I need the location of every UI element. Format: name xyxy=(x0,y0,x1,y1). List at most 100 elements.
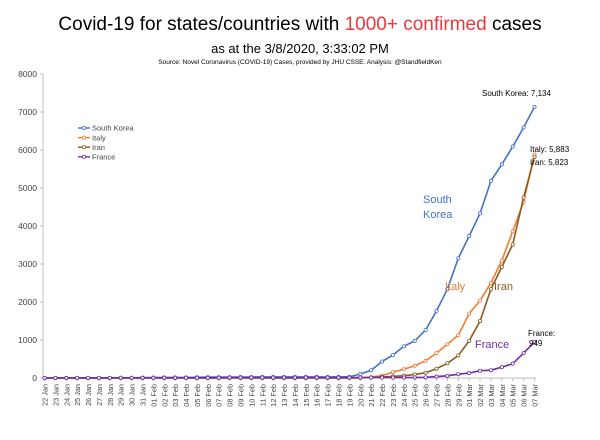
data-point-france xyxy=(434,374,439,379)
y-tick-label: 2000 xyxy=(18,297,37,307)
data-point-italy xyxy=(499,258,504,263)
y-tick-label: 7000 xyxy=(18,107,37,117)
series-line-italy xyxy=(44,154,536,379)
data-point-france xyxy=(271,375,276,380)
data-point-france xyxy=(510,361,515,366)
title-prefix: Covid-19 for states/countries with xyxy=(58,14,345,35)
data-point-france xyxy=(467,371,472,376)
x-tick-label: 24 Feb xyxy=(400,384,409,407)
series-line-france xyxy=(44,341,536,379)
x-tick-label: 23 Jan xyxy=(51,384,60,406)
data-point-iran xyxy=(456,353,461,358)
data-point-italy xyxy=(488,280,493,285)
x-tick-label: 24 Jan xyxy=(62,384,71,406)
title-suffix: cases xyxy=(486,14,542,35)
data-point-italy xyxy=(390,370,395,375)
data-point-france xyxy=(423,375,428,380)
data-point-south-korea xyxy=(488,178,493,183)
series-line-south-korea xyxy=(44,106,536,379)
legend-marker xyxy=(82,126,87,131)
x-tick-label: 22 Feb xyxy=(378,384,387,407)
x-tick-label: 09 Feb xyxy=(237,384,246,407)
x-tick-label: 23 Feb xyxy=(389,384,398,407)
data-point-italy xyxy=(456,333,461,338)
series-line-iran xyxy=(44,156,536,379)
x-tick-label: 29 Jan xyxy=(117,384,126,406)
data-point-iran xyxy=(532,154,537,159)
x-tick-label: 14 Feb xyxy=(291,384,300,407)
x-tick-label: 22 Jan xyxy=(41,384,50,406)
legend-label: Iran xyxy=(92,143,105,152)
x-tick-label: 07 Feb xyxy=(215,384,224,407)
x-tick-label: 19 Feb xyxy=(345,384,354,407)
data-point-iran xyxy=(467,338,472,343)
data-point-france xyxy=(86,375,91,380)
x-tick-label: 29 Feb xyxy=(454,384,463,407)
series-annotation: Iran xyxy=(494,281,513,293)
data-point-france xyxy=(282,375,287,380)
end-value-label: 949 xyxy=(529,339,543,348)
x-tick-label: 06 Mar xyxy=(520,383,529,406)
data-point-iran xyxy=(510,242,515,247)
data-point-france xyxy=(336,375,341,380)
x-tick-label: 05 Mar xyxy=(509,383,518,406)
y-tick-label: 0 xyxy=(32,373,37,383)
data-point-france xyxy=(499,365,504,370)
data-point-south-korea xyxy=(423,328,428,333)
x-tick-label: 18 Feb xyxy=(335,384,344,407)
data-point-south-korea xyxy=(380,359,385,364)
data-point-south-korea xyxy=(532,104,537,109)
series-annotation: South xyxy=(423,194,452,206)
data-point-france xyxy=(303,375,308,380)
data-point-france xyxy=(96,375,101,380)
end-value-label: South Korea: 7,134 xyxy=(482,89,551,98)
series-annotation: Korea xyxy=(423,209,453,221)
x-tick-label: 25 Feb xyxy=(411,384,420,407)
data-point-south-korea xyxy=(510,144,515,149)
end-value-label: France: xyxy=(528,329,555,338)
x-tick-label: 02 Feb xyxy=(160,384,169,407)
x-tick-label: 27 Jan xyxy=(95,384,104,406)
data-point-south-korea xyxy=(369,368,374,373)
x-tick-label: 15 Feb xyxy=(302,384,311,407)
data-point-france xyxy=(162,375,167,380)
y-tick-label: 3000 xyxy=(18,259,37,269)
x-tick-label: 07 Mar xyxy=(531,383,540,406)
data-point-france xyxy=(64,375,69,380)
data-point-south-korea xyxy=(499,162,504,167)
data-point-france xyxy=(325,375,330,380)
legend-marker xyxy=(82,135,87,140)
data-point-france xyxy=(314,375,319,380)
data-point-italy xyxy=(478,298,483,303)
data-point-france xyxy=(173,375,178,380)
x-tick-label: 31 Jan xyxy=(139,384,148,406)
data-point-iran xyxy=(434,366,439,371)
data-point-france xyxy=(249,375,254,380)
x-tick-label: 26 Feb xyxy=(422,384,431,407)
data-point-south-korea xyxy=(456,256,461,261)
data-point-south-korea xyxy=(478,211,483,216)
title-highlight: 1000+ confirmed xyxy=(344,14,487,35)
data-point-france xyxy=(184,375,189,380)
data-point-france xyxy=(42,375,47,380)
x-tick-label: 01 Feb xyxy=(149,384,158,407)
x-tick-label: 10 Feb xyxy=(247,384,256,407)
data-point-france xyxy=(358,375,363,380)
x-tick-label: 21 Feb xyxy=(367,384,376,407)
data-point-france xyxy=(194,375,199,380)
data-point-france xyxy=(53,375,58,380)
data-point-france xyxy=(75,375,80,380)
data-point-france xyxy=(107,375,112,380)
data-point-italy xyxy=(423,358,428,363)
data-point-italy xyxy=(510,229,515,234)
data-point-france xyxy=(205,375,210,380)
data-point-iran xyxy=(499,264,504,269)
data-point-south-korea xyxy=(390,353,395,358)
data-point-italy xyxy=(445,342,450,347)
x-tick-label: 06 Feb xyxy=(204,384,213,407)
legend-label: Italy xyxy=(92,133,106,142)
x-tick-label: 16 Feb xyxy=(313,384,322,407)
data-point-south-korea xyxy=(521,125,526,130)
y-tick-label: 1000 xyxy=(18,335,37,345)
